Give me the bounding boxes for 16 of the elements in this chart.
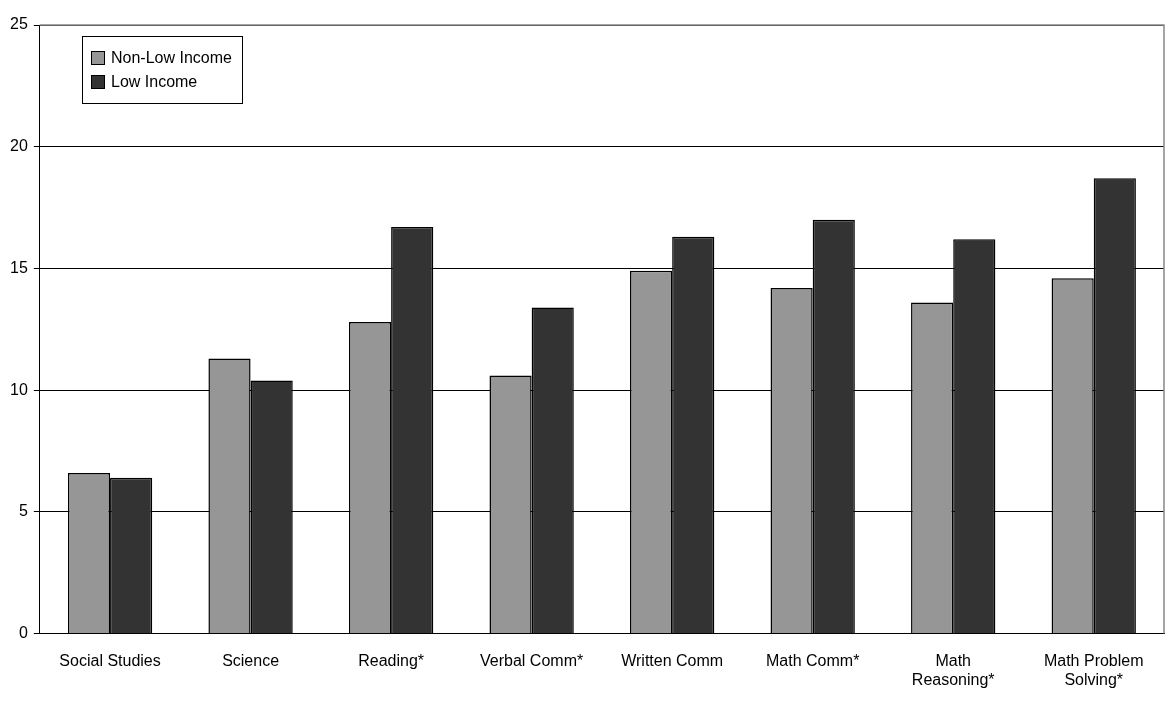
y-tick-label: 0: [18, 624, 28, 642]
x-tick-label: Math Comm*: [766, 651, 860, 669]
y-tick-label: 10: [10, 380, 28, 398]
legend-label: Non-Low Income: [111, 49, 232, 67]
x-tick-label: Math Reasoning*: [911, 651, 995, 688]
x-tick-label: Written Comm: [621, 651, 724, 669]
x-tick-label: Verbal Comm*: [480, 651, 584, 669]
x-tick-label: Reading*: [358, 651, 425, 669]
y-tick-label: 25: [10, 15, 28, 33]
y-tick-label: 5: [18, 502, 28, 520]
y-tick-label: 15: [10, 258, 28, 276]
x-tick-label: Social Studies: [59, 651, 161, 669]
x-tick-label: Science: [222, 651, 280, 669]
y-tick-label: 20: [10, 137, 28, 155]
legend-label: Low Income: [111, 73, 198, 91]
x-tick-label: Math Problem Solving*: [1043, 651, 1144, 688]
